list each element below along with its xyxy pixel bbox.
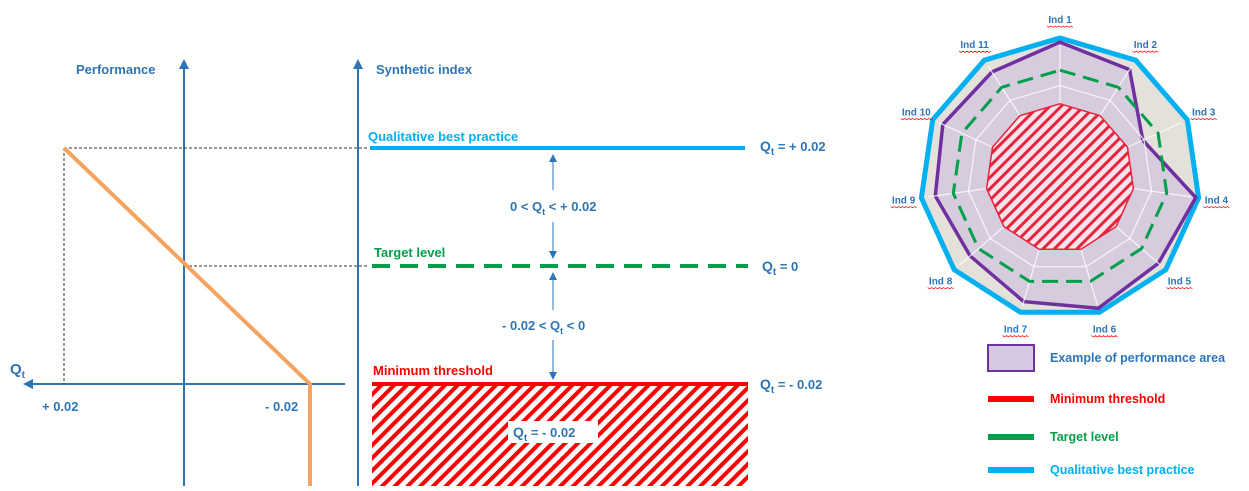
- radar-target-level-polygon: [951, 68, 1169, 283]
- performance-axis-label: Performance: [76, 62, 155, 77]
- spellcheck-underline: [890, 206, 917, 209]
- best-practice-qt-value: Qt = + 0.02: [760, 138, 826, 158]
- radar-indicator-label: Ind 2: [1134, 40, 1158, 51]
- legend-item-performance-area: Example of performance area: [987, 344, 1226, 372]
- spellcheck-underline: [1190, 117, 1217, 121]
- radar-chart: Ind 1 Ind 2 Ind 3 Ind 4 Ind 5 Ind 6 Ind 7 Ind 8…: [890, 15, 1230, 338]
- radar-indicator-label: Ind 9: [892, 196, 916, 207]
- legend-label-performance-area: Example of performance area: [1050, 351, 1226, 365]
- range-upper-label: 0 < Qt < + 0.02: [510, 199, 597, 217]
- legend-item-qualitative-best-practice: Qualitative best practice: [988, 463, 1195, 477]
- target-level-qt-value: Qt = 0: [762, 258, 798, 278]
- minimum-threshold-label: Minimum threshold: [373, 363, 493, 378]
- middle-synthetic-index-diagram: Synthetic index Qualitative best practic…: [353, 59, 826, 486]
- radar-indicator-label: Ind 10: [902, 107, 931, 118]
- legend-item-target-level: Target level: [988, 430, 1119, 444]
- range-lower-label: - 0.02 < Qt < 0: [502, 318, 585, 336]
- performance-curve: [62, 146, 312, 486]
- qt-axis-label: Qt: [10, 361, 26, 381]
- radar-indicator-label: Ind 6: [1093, 325, 1117, 336]
- minimum-threshold-qt-value: Qt = - 0.02: [760, 376, 822, 396]
- hatch-qt-label: Qt = - 0.02: [513, 424, 575, 444]
- spellcheck-underline: [1002, 335, 1029, 338]
- hatch-label-background: [508, 421, 598, 443]
- tick-label-plus-002: + 0.02: [42, 399, 79, 414]
- best-practice-label: Qualitative best practice: [368, 129, 518, 144]
- radar-indicator-label: Ind 8: [929, 277, 953, 288]
- spellcheck-underline: [900, 117, 933, 121]
- spellcheck-underline: [1203, 206, 1230, 209]
- spellcheck-underline: [1046, 25, 1074, 28]
- legend-label-qualitative-best-practice: Qualitative best practice: [1050, 463, 1195, 477]
- radar-indicator-label: Ind 1: [1048, 15, 1072, 26]
- legend-swatch-performance-area: [987, 344, 1035, 372]
- radar-indicator-label: Ind 5: [1168, 277, 1192, 288]
- radar-indicator-label: Ind 11: [960, 40, 989, 51]
- spellcheck-underline: [958, 50, 992, 53]
- legend-label-minimum-threshold: Minimum threshold: [1050, 392, 1165, 406]
- spellcheck-underline: [1166, 287, 1193, 290]
- target-level-label: Target level: [374, 245, 445, 260]
- radar-indicator-label: Ind 3: [1192, 107, 1216, 118]
- left-performance-diagram: Performance Qt + 0.02 - 0.02: [10, 59, 368, 486]
- radar-indicator-label: Ind 7: [1004, 325, 1028, 336]
- synthetic-index-axis-label: Synthetic index: [376, 62, 473, 77]
- spellcheck-underline: [927, 287, 954, 290]
- radar-indicator-label: Ind 4: [1205, 196, 1229, 207]
- spellcheck-underline: [1091, 335, 1118, 338]
- radar-grid-ring: [967, 84, 1153, 268]
- spellcheck-underline: [1132, 50, 1159, 53]
- tick-label-minus-002: - 0.02: [265, 399, 298, 414]
- radar-minimum-threshold-polygon: [985, 103, 1135, 250]
- legend-item-minimum-threshold: Minimum threshold: [988, 392, 1165, 406]
- legend: Example of performance area Minimum thre…: [987, 344, 1226, 477]
- legend-label-target-level: Target level: [1050, 430, 1119, 444]
